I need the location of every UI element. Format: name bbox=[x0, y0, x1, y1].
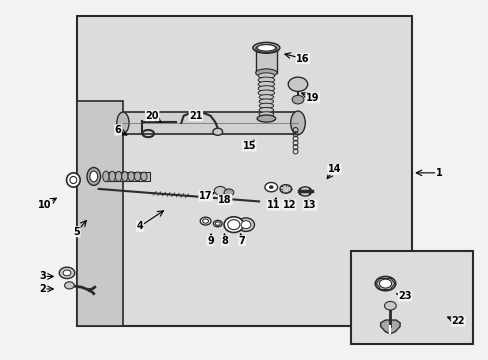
Ellipse shape bbox=[259, 108, 273, 112]
Text: 18: 18 bbox=[218, 195, 231, 204]
Ellipse shape bbox=[224, 217, 243, 233]
Ellipse shape bbox=[122, 172, 128, 181]
Text: 10: 10 bbox=[39, 200, 52, 210]
Ellipse shape bbox=[115, 171, 122, 181]
Circle shape bbox=[63, 270, 71, 276]
Ellipse shape bbox=[237, 218, 254, 231]
Circle shape bbox=[298, 187, 311, 196]
Ellipse shape bbox=[202, 219, 208, 223]
Ellipse shape bbox=[87, 167, 101, 185]
Text: 2: 2 bbox=[39, 284, 46, 294]
Circle shape bbox=[224, 189, 233, 196]
Circle shape bbox=[264, 183, 277, 192]
Circle shape bbox=[212, 128, 222, 135]
Ellipse shape bbox=[200, 217, 210, 225]
Ellipse shape bbox=[117, 112, 129, 134]
Circle shape bbox=[280, 185, 291, 193]
Bar bbox=[255, 49, 277, 73]
Ellipse shape bbox=[374, 276, 395, 291]
Text: 7: 7 bbox=[238, 236, 245, 246]
Text: 4: 4 bbox=[136, 221, 143, 231]
Ellipse shape bbox=[128, 172, 134, 181]
Ellipse shape bbox=[258, 81, 274, 87]
Text: 19: 19 bbox=[305, 93, 319, 103]
Text: 21: 21 bbox=[189, 111, 202, 121]
Bar bbox=[106, 172, 149, 181]
Text: 9: 9 bbox=[206, 236, 213, 246]
Text: 13: 13 bbox=[303, 200, 316, 210]
Ellipse shape bbox=[258, 86, 274, 91]
Text: 11: 11 bbox=[266, 200, 280, 210]
Circle shape bbox=[59, 267, 75, 279]
Ellipse shape bbox=[259, 103, 273, 108]
Ellipse shape bbox=[379, 279, 391, 288]
Text: 8: 8 bbox=[221, 236, 228, 246]
Ellipse shape bbox=[134, 172, 141, 181]
Text: 15: 15 bbox=[242, 141, 256, 151]
Ellipse shape bbox=[109, 171, 115, 181]
Bar bbox=[351, 251, 472, 344]
Circle shape bbox=[287, 77, 307, 91]
Text: 5: 5 bbox=[73, 227, 80, 237]
Ellipse shape bbox=[102, 171, 109, 182]
Text: 14: 14 bbox=[327, 164, 341, 174]
Ellipse shape bbox=[255, 69, 277, 77]
Text: 3: 3 bbox=[39, 271, 46, 282]
Ellipse shape bbox=[258, 90, 274, 96]
Ellipse shape bbox=[252, 42, 279, 53]
Circle shape bbox=[269, 186, 273, 189]
Text: 16: 16 bbox=[296, 54, 309, 64]
Text: 6: 6 bbox=[115, 125, 121, 135]
Ellipse shape bbox=[141, 172, 147, 181]
Ellipse shape bbox=[215, 222, 220, 225]
Text: 23: 23 bbox=[397, 291, 411, 301]
Circle shape bbox=[214, 186, 225, 195]
Ellipse shape bbox=[213, 220, 222, 227]
Ellipse shape bbox=[257, 45, 275, 51]
Ellipse shape bbox=[255, 45, 277, 53]
Bar bbox=[122, 112, 297, 134]
Text: 22: 22 bbox=[451, 316, 464, 326]
Ellipse shape bbox=[259, 112, 273, 117]
Text: 12: 12 bbox=[282, 200, 295, 210]
Circle shape bbox=[291, 95, 303, 104]
Ellipse shape bbox=[259, 95, 273, 100]
Ellipse shape bbox=[241, 221, 250, 229]
Bar bbox=[77, 16, 411, 327]
Ellipse shape bbox=[70, 176, 77, 184]
Circle shape bbox=[384, 301, 395, 310]
Circle shape bbox=[64, 282, 74, 289]
Polygon shape bbox=[77, 102, 122, 327]
Text: 20: 20 bbox=[145, 111, 159, 121]
Ellipse shape bbox=[66, 173, 80, 187]
Ellipse shape bbox=[257, 115, 275, 122]
Ellipse shape bbox=[90, 171, 98, 182]
Text: 17: 17 bbox=[199, 191, 212, 201]
Text: 1: 1 bbox=[435, 168, 442, 178]
Ellipse shape bbox=[290, 111, 305, 135]
Ellipse shape bbox=[258, 77, 274, 83]
Polygon shape bbox=[380, 320, 399, 334]
Ellipse shape bbox=[258, 73, 274, 78]
Ellipse shape bbox=[227, 220, 240, 230]
Ellipse shape bbox=[259, 99, 273, 104]
